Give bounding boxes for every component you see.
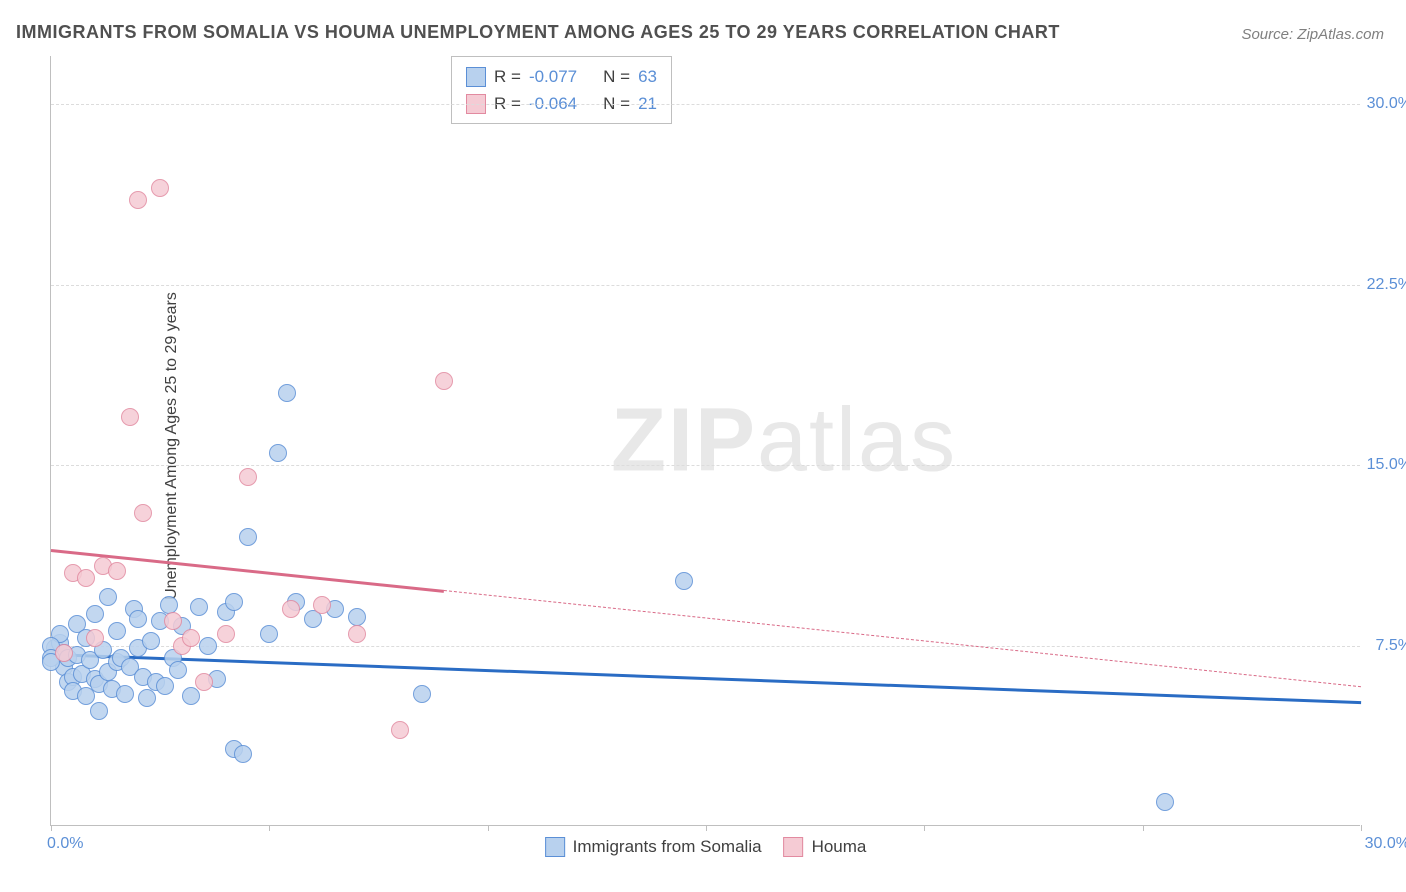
data-point (55, 644, 73, 662)
data-point (129, 610, 147, 628)
data-point (269, 444, 287, 462)
data-point (182, 629, 200, 647)
x-tick (51, 825, 52, 831)
data-point (348, 608, 366, 626)
data-point (151, 179, 169, 197)
data-point (142, 632, 160, 650)
x-tick (1361, 825, 1362, 831)
data-point (134, 504, 152, 522)
y-tick-label: 15.0% (1367, 456, 1406, 474)
gridline (51, 104, 1360, 105)
legend-r-value-blue: -0.077 (529, 63, 577, 90)
y-tick-label: 30.0% (1367, 95, 1406, 113)
legend-swatch-pink (784, 837, 804, 857)
x-tick (1143, 825, 1144, 831)
data-point (77, 569, 95, 587)
data-point (129, 191, 147, 209)
x-axis-label-max: 30.0% (1365, 835, 1406, 853)
legend-series-label: Houma (812, 837, 867, 857)
data-point (1156, 793, 1174, 811)
data-point (282, 600, 300, 618)
plot-area: ZIPatlas R = -0.077 N = 63 R = -0.064 N … (50, 56, 1360, 826)
data-point (217, 625, 235, 643)
data-point (138, 689, 156, 707)
data-point (169, 661, 187, 679)
data-point (278, 384, 296, 402)
data-point (164, 612, 182, 630)
legend-swatch-blue (466, 67, 486, 87)
legend-swatch-blue (545, 837, 565, 857)
data-point (234, 745, 252, 763)
x-tick (269, 825, 270, 831)
y-tick-label: 22.5% (1367, 276, 1406, 294)
legend-n-value-blue: 63 (638, 63, 657, 90)
legend-item: Houma (784, 837, 867, 857)
data-point (313, 596, 331, 614)
watermark-light: atlas (757, 390, 957, 490)
gridline (51, 646, 1360, 647)
x-tick (706, 825, 707, 831)
legend-series-label: Immigrants from Somalia (573, 837, 762, 857)
legend-correlation: R = -0.077 N = 63 R = -0.064 N = 21 (451, 56, 672, 124)
data-point (156, 677, 174, 695)
data-point (413, 685, 431, 703)
data-point (86, 629, 104, 647)
legend-n-label: N = (603, 63, 630, 90)
data-point (199, 637, 217, 655)
data-point (239, 528, 257, 546)
legend-r-label: R = (494, 63, 521, 90)
data-point (99, 588, 117, 606)
x-tick (488, 825, 489, 831)
chart-container: IMMIGRANTS FROM SOMALIA VS HOUMA UNEMPLO… (0, 0, 1406, 892)
watermark: ZIPatlas (611, 389, 957, 492)
gridline (51, 285, 1360, 286)
data-point (160, 596, 178, 614)
legend-item: Immigrants from Somalia (545, 837, 762, 857)
data-point (675, 572, 693, 590)
data-point (225, 593, 243, 611)
data-point (195, 673, 213, 691)
data-point (348, 625, 366, 643)
source-label: Source: ZipAtlas.com (1241, 26, 1384, 43)
data-point (86, 605, 104, 623)
data-point (190, 598, 208, 616)
legend-series: Immigrants from Somalia Houma (545, 837, 867, 857)
trend-line (51, 653, 1361, 704)
data-point (108, 562, 126, 580)
data-point (239, 468, 257, 486)
x-axis-label-min: 0.0% (47, 835, 83, 853)
data-point (108, 622, 126, 640)
data-point (90, 702, 108, 720)
watermark-bold: ZIP (611, 390, 757, 490)
data-point (121, 408, 139, 426)
data-point (391, 721, 409, 739)
chart-title: IMMIGRANTS FROM SOMALIA VS HOUMA UNEMPLO… (16, 22, 1060, 43)
data-point (116, 685, 134, 703)
legend-row: R = -0.077 N = 63 (466, 63, 657, 90)
y-tick-label: 7.5% (1376, 637, 1406, 655)
data-point (435, 372, 453, 390)
gridline (51, 465, 1360, 466)
data-point (182, 687, 200, 705)
x-tick (924, 825, 925, 831)
data-point (260, 625, 278, 643)
